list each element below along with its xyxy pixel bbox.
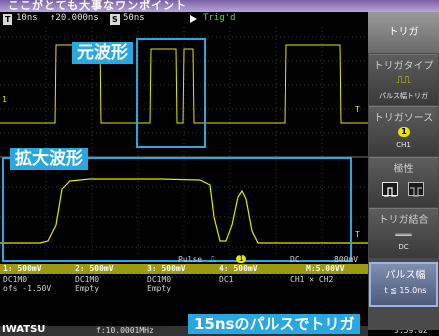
pulse-width-label: パルス幅 xyxy=(385,270,426,281)
edge-icon: ⎍ xyxy=(210,255,216,264)
ch1-coupling: DC1M0 xyxy=(3,275,28,284)
trigger-source-label: トリガソース xyxy=(373,113,434,124)
trigger-type-button[interactable]: トリガタイプ ⎍⎍ パルス幅トリガ xyxy=(369,54,438,105)
trigger-type-value: パルス幅トリガ xyxy=(379,92,428,100)
positive-pulse-icon[interactable] xyxy=(382,182,398,197)
trigger-source-button[interactable]: トリガソース 1 CH1 xyxy=(369,106,438,156)
ch4-coupling: DC1 xyxy=(219,275,234,284)
sample-badge: S xyxy=(110,14,120,25)
dc-coupling-icon: ═══ xyxy=(395,231,412,241)
status-bar: T 10ns ↑20.000ns S 50ns Trig'd xyxy=(0,12,368,27)
negative-pulse-icon[interactable] xyxy=(408,182,424,197)
ch3-scale[interactable]: 3: 500mV xyxy=(147,264,186,273)
trigger-mode: Pulse xyxy=(178,255,203,264)
svg-text:T: T xyxy=(355,105,360,114)
footer-bar xyxy=(0,326,368,336)
trigger-coupling-label: トリガ結合 xyxy=(378,215,429,226)
offset-row: ofs -1.50V Empty Empty xyxy=(0,284,368,293)
original-waveform-label: 元波形 xyxy=(72,42,133,64)
time-div: 10ns xyxy=(16,13,38,23)
ch1-scale[interactable]: 1: 500mV xyxy=(3,264,42,273)
trigger-level: 800mV xyxy=(334,255,359,264)
trigger-coupling-value: DC xyxy=(398,243,409,251)
clock: 3:59:02 xyxy=(394,326,428,335)
math-scale[interactable]: M:5.00VV xyxy=(306,264,345,273)
channel-scale-row: 1: 500mV 2: 500mV 3: 500mV 4: 500mV M:5.… xyxy=(0,264,368,274)
expanded-waveform-label: 拡大波形 xyxy=(10,148,88,170)
polarity-button[interactable]: 極性 xyxy=(369,157,438,207)
pulse-width-value: t ≦ 15.0ns xyxy=(384,286,427,295)
pulse-width-icon: ⎍⎍ xyxy=(396,75,411,86)
trigger-source-value: CH1 xyxy=(396,141,411,149)
channel-1-icon: 1 xyxy=(398,127,410,137)
original-waveform-highlight xyxy=(136,38,206,148)
pulse-trigger-callout: 15nsのパルスでトリガ xyxy=(188,314,361,334)
trigger-coupling: DC xyxy=(290,255,300,264)
expanded-waveform-highlight xyxy=(2,157,352,262)
svg-text:1: 1 xyxy=(2,95,7,104)
trigger-summary-row: Pulse ⎍ 1 DC 800mV xyxy=(0,255,368,265)
ch1-offset: ofs -1.50V xyxy=(3,284,52,293)
math-expression: CH1 × CH2 xyxy=(290,275,334,284)
run-state-icon xyxy=(190,15,197,23)
ch4-scale[interactable]: 4: 500mV xyxy=(219,264,258,273)
ch2-scale[interactable]: 2: 500mV xyxy=(75,264,114,273)
info-panel: Pulse ⎍ 1 DC 800mV 1: 500mV 2: 500mV 3: … xyxy=(0,255,368,327)
polarity-label: 極性 xyxy=(393,164,414,175)
title-banner: ここがとても大事なワンポイント xyxy=(0,0,439,12)
menu-title: トリガ xyxy=(368,12,439,53)
timebase-icon: T xyxy=(3,14,13,25)
banner-text: ここがとても大事なワンポイント xyxy=(8,0,188,12)
trigger-state: Trig'd xyxy=(203,13,236,23)
trigger-coupling-button[interactable]: トリガ結合 ═══ DC xyxy=(369,208,438,258)
trigger-position: ↑20.000ns xyxy=(50,13,99,23)
ch2-offset: Empty xyxy=(75,284,100,293)
frequency-readout: f:10.0001MHz xyxy=(96,326,154,335)
pulse-width-button[interactable]: パルス幅 t ≦ 15.0ns xyxy=(369,262,438,307)
svg-text:T: T xyxy=(355,230,360,239)
ch3-offset: Empty xyxy=(147,284,172,293)
coupling-row: DC1M0 DC1M0 DC1M0 DC1 CH1 × CH2 xyxy=(0,275,368,284)
brand-logo: IWATSU xyxy=(2,324,46,335)
ch2-coupling: DC1M0 xyxy=(75,275,100,284)
waveform-display[interactable]: T T 1 元波形 拡大波形 xyxy=(0,27,368,298)
trigger-type-label: トリガタイプ xyxy=(373,61,434,72)
trigger-channel-badge: 1 xyxy=(236,255,246,263)
ch3-coupling: DC1M0 xyxy=(147,275,172,284)
sample-rate: 50ns xyxy=(123,13,145,23)
